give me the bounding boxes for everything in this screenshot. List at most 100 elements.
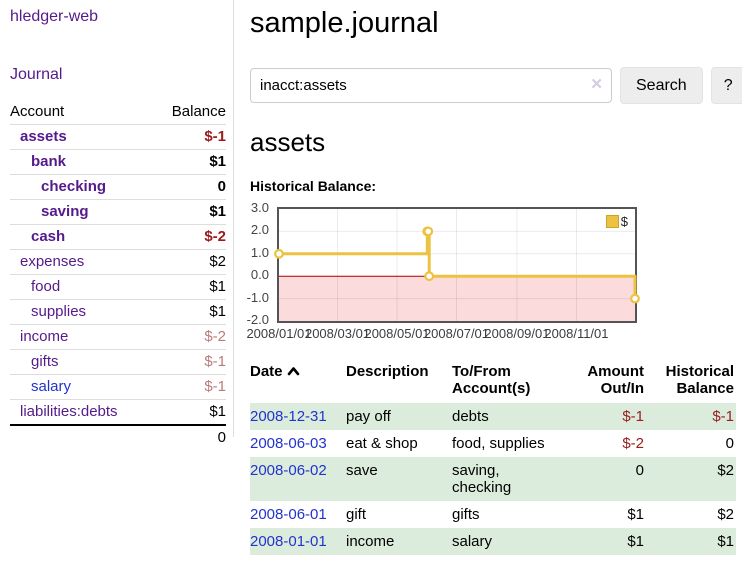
- account-total-row: 0: [10, 424, 226, 449]
- total-balance: 0: [217, 429, 226, 446]
- account-link-income[interactable]: income: [20, 328, 69, 345]
- main-content: sample.journal ✕ Search ? assets Histori…: [246, 0, 742, 555]
- transaction-accounts: gifts: [452, 506, 480, 523]
- y-tick-label: -2.0: [246, 312, 269, 327]
- transaction-accounts: debts: [452, 408, 489, 425]
- x-tick-label: 2008/01/01: [246, 326, 312, 341]
- account-row: food $1: [10, 275, 226, 300]
- account-balance: $-2: [204, 228, 226, 245]
- page-title: sample.journal: [250, 7, 439, 39]
- transaction-amount: $-2: [622, 435, 644, 452]
- account-link-liabilities-debts[interactable]: liabilities:debts: [20, 403, 118, 420]
- chart-title: Historical Balance:: [250, 178, 377, 194]
- description-column-header: Description: [346, 363, 429, 380]
- transaction-row: 2008-01-01 income salary $1 $1: [250, 528, 736, 555]
- x-tick-label: 2008/09/01: [484, 326, 550, 341]
- account-link-assets[interactable]: assets: [20, 128, 67, 145]
- account-row: salary $-1: [10, 375, 226, 400]
- accounts-column-header: To/From Account(s): [452, 363, 531, 397]
- transaction-accounts: food, supplies: [452, 435, 545, 452]
- transaction-amount: 0: [635, 462, 644, 479]
- chart-y-axis: 3.0 2.0 1.0 0.0 -1.0 -2.0: [244, 200, 272, 327]
- y-tick-label: 1.0: [250, 244, 269, 260]
- account-row: supplies $1: [10, 300, 226, 325]
- transaction-balance: $1: [717, 533, 734, 550]
- register-header-row: Date Description To/From Account(s) Amou…: [250, 361, 736, 403]
- transaction-balance: $-1: [712, 408, 734, 425]
- transaction-date-link[interactable]: 2008-06-01: [250, 506, 327, 523]
- x-tick-label: 2008/05/01: [364, 326, 430, 341]
- transaction-balance: $2: [717, 462, 734, 479]
- transaction-date-link[interactable]: 2008-06-03: [250, 435, 327, 452]
- chart-x-axis: 2008/01/01 2008/03/01 2008/05/01 2008/07/01…: [246, 326, 637, 342]
- account-row: income $-2: [10, 325, 226, 350]
- account-link-food[interactable]: food: [31, 278, 61, 295]
- transaction-row: 2008-06-02 save saving, checking 0 $2: [250, 457, 736, 501]
- account-row: expenses $2: [10, 250, 226, 275]
- transaction-description: pay off: [346, 408, 391, 425]
- transaction-balance: 0: [725, 435, 734, 452]
- transaction-amount: $1: [627, 533, 644, 550]
- legend-swatch: [605, 215, 619, 228]
- account-link-checking[interactable]: checking: [41, 178, 107, 195]
- chart-legend: $: [603, 213, 630, 230]
- transaction-description: gift: [346, 506, 367, 523]
- account-heading: assets: [250, 127, 326, 157]
- account-row: bank $1: [10, 150, 226, 175]
- transaction-balance: $2: [717, 506, 734, 523]
- sidebar-item-journal[interactable]: Journal: [10, 66, 63, 83]
- account-row: checking 0: [10, 175, 226, 200]
- transaction-description: income: [346, 533, 395, 550]
- account-row: saving $1: [10, 200, 226, 225]
- transaction-row: 2008-12-31 pay off debts $-1 $-1: [250, 403, 736, 430]
- date-column-header[interactable]: Date: [250, 361, 346, 403]
- help-button[interactable]: ?: [710, 67, 742, 104]
- account-balance: $1: [209, 278, 226, 295]
- account-column-header: Account: [10, 103, 65, 120]
- transaction-date-link[interactable]: 2008-12-31: [250, 408, 327, 425]
- sidebar: hledger-web Journal Account Balance asse…: [0, 0, 234, 446]
- chart-plot-area: $: [274, 207, 640, 323]
- transaction-date-link[interactable]: 2008-06-02: [250, 462, 327, 479]
- account-link-expenses[interactable]: expenses: [20, 253, 85, 270]
- account-balance: $1: [209, 153, 226, 170]
- clear-search-icon[interactable]: ✕: [590, 76, 603, 93]
- transaction-accounts: saving, checking: [452, 462, 512, 496]
- account-balance-table: Account Balance assets $-1 bank $1 check…: [10, 100, 226, 449]
- y-tick-label: -1.0: [246, 289, 269, 305]
- amount-column-header: Amount Out/In: [587, 363, 644, 397]
- transaction-date-link[interactable]: 2008-01-01: [250, 533, 327, 550]
- account-balance: $1: [209, 303, 226, 320]
- x-tick-label: 2008/03/01: [304, 326, 371, 341]
- account-link-gifts[interactable]: gifts: [31, 353, 59, 370]
- x-tick-label: 2008/07/01: [423, 326, 490, 341]
- transaction-row: 2008-06-03 eat & shop food, supplies $-2…: [250, 430, 736, 457]
- sort-ascending-icon: [287, 363, 300, 380]
- account-table-header: Account Balance: [10, 100, 226, 125]
- account-link-supplies[interactable]: supplies: [31, 303, 87, 320]
- balance-column-header: Historical Balance: [665, 363, 734, 397]
- account-row: assets $-1: [10, 125, 226, 150]
- account-balance: $1: [209, 403, 226, 420]
- y-tick-label: 2.0: [250, 222, 269, 238]
- register-table: Date Description To/From Account(s) Amou…: [250, 361, 736, 555]
- transaction-amount: $-1: [622, 408, 644, 425]
- chart-canvas: [274, 209, 640, 321]
- historical-balance-chart: 3.0 2.0 1.0 0.0 -1.0 -2.0 $ 2008/01/01 2008/03…: [246, 200, 736, 342]
- account-link-bank[interactable]: bank: [31, 153, 67, 170]
- legend-label: $: [620, 214, 628, 229]
- account-balance: $-2: [204, 328, 226, 345]
- transaction-amount: $1: [627, 506, 644, 523]
- account-row: liabilities:debts $1: [10, 400, 226, 424]
- y-tick-label: 0.0: [250, 267, 269, 283]
- x-tick-label: 2008/11/01: [544, 326, 609, 341]
- account-link-salary[interactable]: salary: [31, 378, 72, 395]
- balance-column-header: Balance: [171, 103, 226, 120]
- app-title-link[interactable]: hledger-web: [10, 8, 99, 25]
- account-link-cash[interactable]: cash: [31, 228, 66, 245]
- account-link-saving[interactable]: saving: [41, 203, 89, 220]
- transaction-row: 2008-06-01 gift gifts $1 $2: [250, 501, 736, 528]
- search-button[interactable]: Search: [620, 67, 703, 104]
- search-input[interactable]: [250, 68, 612, 103]
- account-balance: $-1: [204, 353, 226, 370]
